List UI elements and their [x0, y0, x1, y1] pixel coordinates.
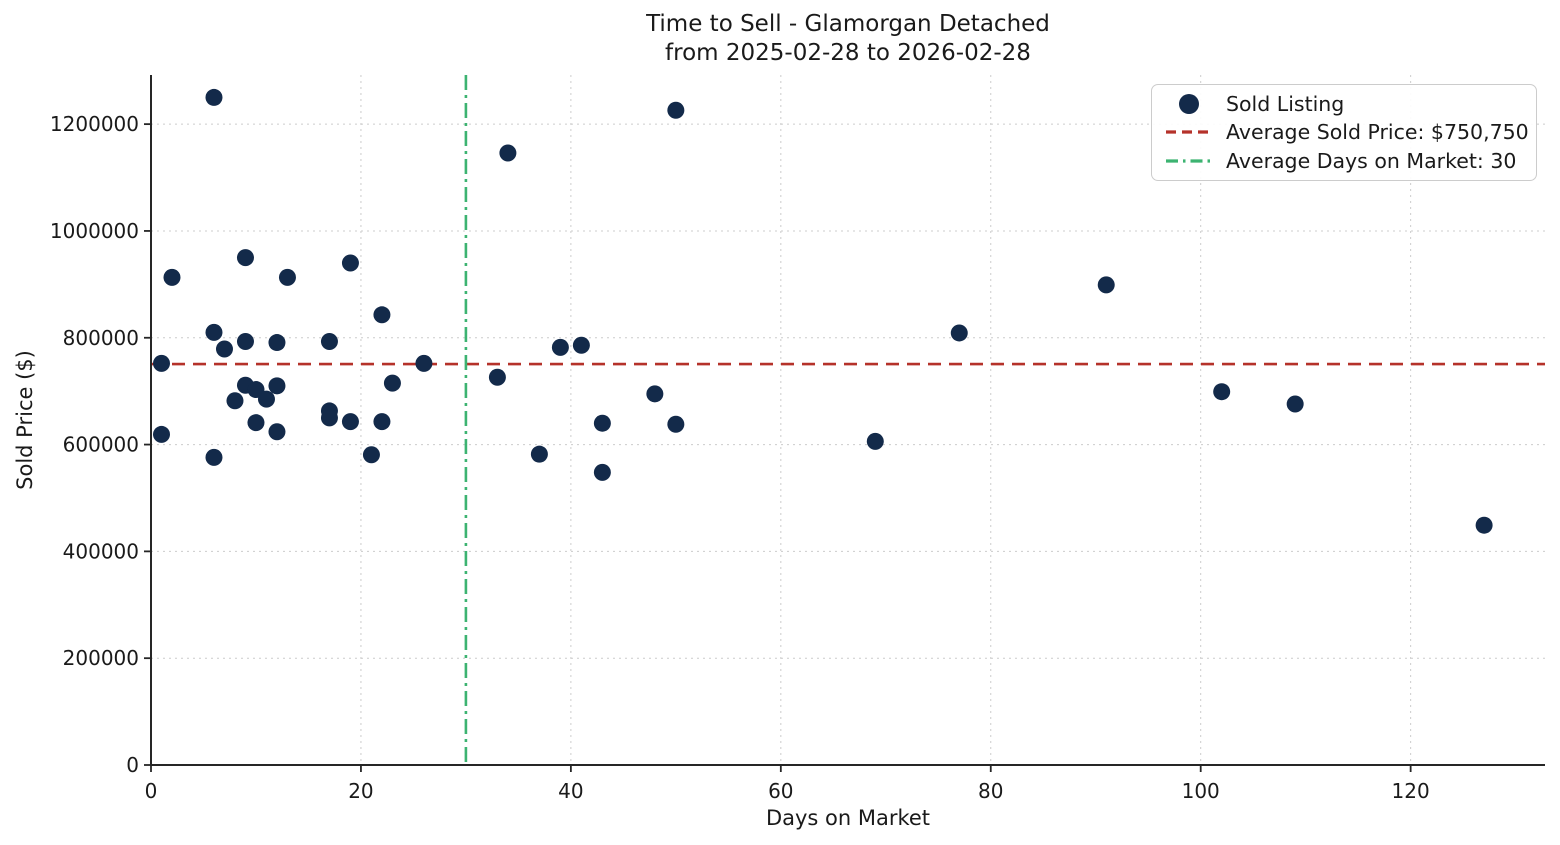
sold-listing-point [278, 268, 296, 286]
sold-listing-point [383, 374, 401, 392]
sold-listing-point [373, 413, 391, 431]
sold-listing-point [320, 332, 338, 350]
sold-listing-point [1475, 516, 1493, 534]
y-tick-label: 1200000 [50, 112, 139, 136]
sold-listing-point [205, 448, 223, 466]
chart-title-line2: from 2025-02-28 to 2026-02-28 [665, 40, 1031, 67]
y-tick-label: 600000 [63, 433, 139, 457]
x-axis-label: Days on Market [765, 806, 931, 830]
x-tick-label: 120 [1392, 779, 1430, 803]
x-tick-label: 0 [145, 779, 158, 803]
legend: Sold Listing Average Sold Price: $750,75… [1151, 84, 1537, 181]
sold-listing-point [226, 392, 244, 410]
x-tick-label: 40 [558, 779, 583, 803]
sold-listing-point [1097, 276, 1115, 294]
legend-item-avg-days: Average Days on Market: 30 [1164, 147, 1526, 175]
sold-listing-point [950, 324, 968, 342]
chart-title: Time to Sell - Glamorgan Detached from 2… [151, 10, 1545, 68]
sold-listing-point [593, 463, 611, 481]
sold-listing-point [205, 323, 223, 341]
sold-listing-point [215, 340, 233, 358]
sold-listing-point [247, 414, 265, 432]
y-tick-label: 200000 [63, 646, 139, 670]
sold-listing-point [268, 334, 286, 352]
legend-item-sold-listing: Sold Listing [1164, 90, 1526, 118]
y-tick-label: 400000 [63, 539, 139, 563]
sold-listing-point [572, 336, 590, 354]
sold-listing-point [320, 409, 338, 427]
x-tick-label: 80 [978, 779, 1003, 803]
y-tick-label: 1000000 [50, 219, 139, 243]
sold-listing-point [866, 432, 884, 450]
x-tick-label: 60 [768, 779, 793, 803]
avg-days-dashdot-line-icon [1166, 159, 1212, 163]
sold-listing-marker-icon [1179, 94, 1199, 115]
sold-listing-point [646, 385, 664, 403]
sold-listing-point [362, 446, 380, 464]
chart-title-line1: Time to Sell - Glamorgan Detached [646, 11, 1050, 37]
sold-listing-point [236, 249, 254, 267]
sold-listing-point [205, 88, 223, 106]
sold-listing-point [1286, 395, 1304, 413]
sold-listing-point [551, 338, 569, 356]
sold-listing-point [268, 423, 286, 441]
x-tick-label: 20 [348, 779, 373, 803]
sold-listing-point [499, 144, 517, 162]
legend-label-sold-listing: Sold Listing [1226, 92, 1345, 117]
sold-listing-point [236, 332, 254, 350]
legend-label-avg-price: Average Sold Price: $750,750 [1226, 120, 1529, 145]
x-tick-label: 100 [1182, 779, 1220, 803]
sold-listing-point [341, 413, 359, 431]
sold-listing-point [415, 354, 433, 372]
sold-listing-point [667, 415, 685, 433]
y-axis-label: Sold Price ($) [13, 350, 37, 490]
avg-price-dashed-line-icon [1166, 130, 1212, 135]
sold-listing-point [488, 368, 506, 386]
sold-listing-point [1213, 383, 1231, 401]
sold-listing-point [163, 268, 181, 286]
legend-label-avg-days: Average Days on Market: 30 [1226, 148, 1517, 173]
y-tick-label: 800000 [63, 326, 139, 350]
sold-listing-point [257, 390, 275, 408]
sold-listing-point [593, 414, 611, 432]
sold-listing-point [373, 306, 391, 324]
sold-listing-point [152, 354, 170, 372]
sold-listing-point [341, 254, 359, 272]
y-tick-label: 0 [126, 753, 139, 777]
sold-listing-point [152, 425, 170, 443]
legend-item-avg-price: Average Sold Price: $750,750 [1164, 118, 1529, 146]
sold-listing-point [530, 445, 548, 463]
sold-listing-point [268, 377, 286, 395]
sold-listing-point [667, 101, 685, 119]
